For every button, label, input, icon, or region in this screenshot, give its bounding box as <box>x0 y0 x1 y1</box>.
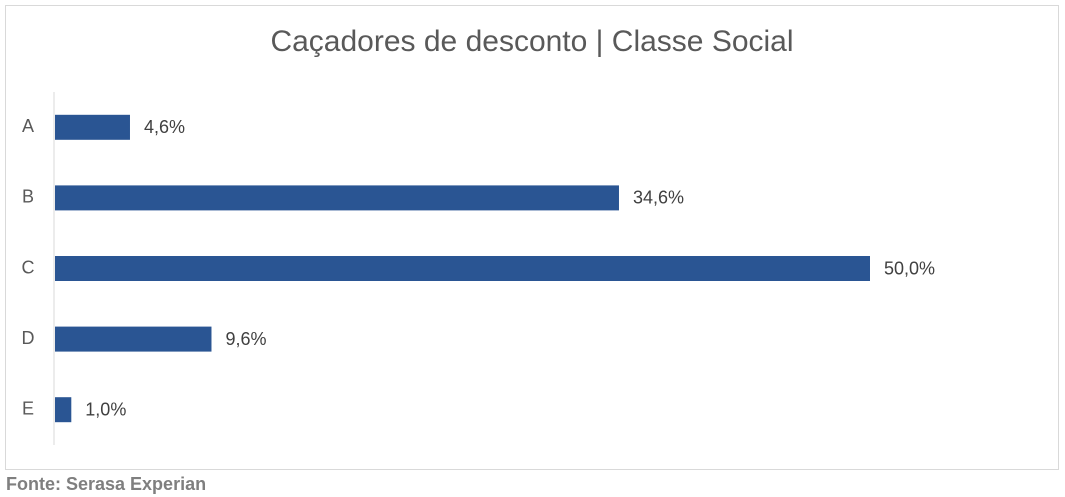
chart-border <box>5 5 1059 470</box>
y-tick-label: A <box>22 116 34 136</box>
data-label: 34,6% <box>633 188 684 208</box>
data-label: 4,6% <box>144 117 185 137</box>
y-tick-label: B <box>22 187 34 207</box>
source-note: Fonte: Serasa Experian <box>6 474 206 494</box>
y-tick-label: C <box>22 257 35 277</box>
y-tick-label: D <box>22 328 35 348</box>
bar <box>55 397 72 423</box>
bar <box>55 185 619 211</box>
bar <box>55 256 870 281</box>
data-label: 50,0% <box>884 258 935 278</box>
y-tick-label: E <box>22 398 34 418</box>
data-label: 1,0% <box>85 399 126 419</box>
bar <box>55 326 212 352</box>
bar <box>55 114 130 140</box>
data-label: 9,6% <box>225 329 266 349</box>
chart-title: Caçadores de desconto | Classe Social <box>270 25 793 58</box>
